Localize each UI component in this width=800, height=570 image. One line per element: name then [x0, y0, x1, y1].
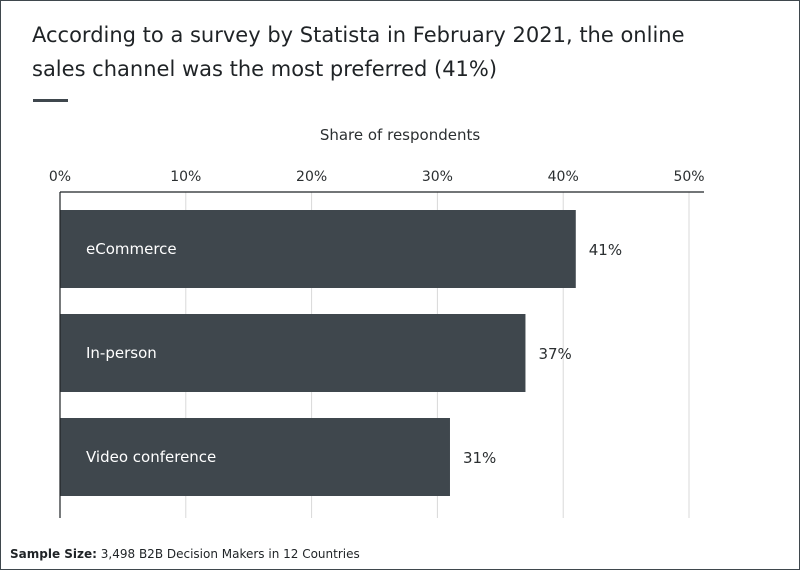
bar-value-label: 41%	[589, 241, 622, 259]
sample-size-note: Sample Size: 3,498 B2B Decision Makers i…	[10, 547, 360, 561]
sample-size-text: 3,498 B2B Decision Makers in 12 Countrie…	[100, 547, 360, 561]
bar-category-label: In-person	[86, 344, 157, 362]
bar	[60, 210, 576, 288]
bar	[60, 314, 526, 392]
x-tick-label: 50%	[673, 169, 704, 185]
x-tick-label: 40%	[548, 169, 579, 185]
bar-category-label: Video conference	[86, 448, 216, 466]
x-tick-label: 10%	[170, 169, 201, 185]
x-tick-label: 0%	[49, 169, 71, 185]
x-tick-label: 30%	[422, 169, 453, 185]
bar-value-label: 37%	[538, 345, 571, 363]
x-tick-label: 20%	[296, 169, 327, 185]
bar-value-label: 31%	[463, 449, 496, 467]
sample-size-label: Sample Size:	[10, 547, 97, 561]
bar-category-label: eCommerce	[86, 240, 177, 258]
bar	[60, 418, 450, 496]
x-axis-title: Share of respondents	[319, 126, 481, 144]
title-underline	[33, 99, 68, 102]
chart-title: According to a survey by Statista in Feb…	[32, 23, 685, 81]
